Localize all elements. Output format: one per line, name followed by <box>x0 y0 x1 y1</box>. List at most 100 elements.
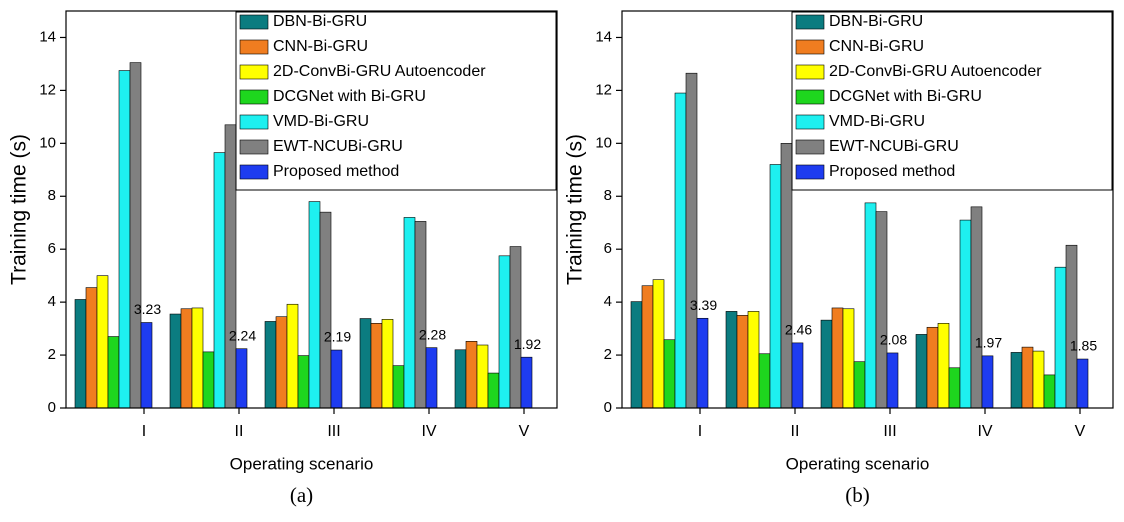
bar <box>1043 374 1056 409</box>
bar <box>202 351 215 409</box>
legend-label: CNN-Bi-GRU <box>829 38 924 55</box>
bar <box>758 353 771 409</box>
bar <box>959 219 972 409</box>
bar <box>235 348 248 409</box>
bar <box>74 299 87 409</box>
y-tick-label: 12 <box>595 81 612 98</box>
y-axis-title: Training time (s) <box>564 134 587 285</box>
bar <box>96 275 109 409</box>
bar <box>319 211 332 409</box>
x-tick-label: III <box>327 423 340 440</box>
data-label: 3.23 <box>134 301 161 317</box>
plot-frame <box>65 10 558 409</box>
y-tick-label: 12 <box>39 81 56 98</box>
bar <box>308 201 321 409</box>
bar <box>769 164 782 409</box>
bar <box>791 342 804 409</box>
legend-label: Proposed method <box>273 163 399 180</box>
data-label: 2.19 <box>324 329 351 345</box>
bar <box>864 202 877 409</box>
legend-box <box>235 11 557 191</box>
y-tick-label: 10 <box>595 134 612 151</box>
bar <box>820 319 833 409</box>
bar <box>853 361 866 409</box>
x-tick-label: II <box>791 423 800 440</box>
bar <box>454 349 467 409</box>
bar <box>140 322 153 409</box>
legend-swatch <box>239 39 269 55</box>
bar <box>107 336 120 409</box>
x-axis-title: Operating scenario <box>786 454 930 473</box>
bar <box>85 287 98 409</box>
bar <box>465 341 478 409</box>
x-tick-label: I <box>142 423 146 440</box>
x-tick-label: V <box>1075 423 1086 440</box>
legend-label: DCGNet with Bi-GRU <box>829 88 982 105</box>
legend-label: DBN-Bi-GRU <box>273 13 367 30</box>
bar <box>696 317 709 409</box>
legend-swatch <box>239 114 269 130</box>
legend-swatch <box>239 164 269 180</box>
bar <box>286 303 299 409</box>
bar <box>169 313 182 409</box>
legend-label: Proposed method <box>829 163 955 180</box>
legend-swatch <box>795 89 825 105</box>
y-tick-label: 6 <box>604 240 612 257</box>
legend-label: CNN-Bi-GRU <box>273 38 368 55</box>
bar <box>685 72 698 409</box>
legend-label: VMD-Bi-GRU <box>829 113 925 130</box>
x-tick-label: V <box>519 423 530 440</box>
bar <box>652 279 665 409</box>
bar <box>224 124 237 409</box>
legend-swatch <box>795 64 825 80</box>
bar <box>886 352 899 409</box>
bar <box>674 92 687 409</box>
bar <box>330 349 343 409</box>
y-tick-label: 0 <box>48 399 56 416</box>
legend-swatch <box>239 89 269 105</box>
x-tick-label: I <box>698 423 702 440</box>
bar <box>297 355 310 409</box>
bar <box>509 246 522 409</box>
data-label: 2.46 <box>785 322 812 338</box>
bar <box>970 206 983 409</box>
bar <box>381 319 394 409</box>
bar <box>403 217 416 409</box>
legend: DBN-Bi-GRU CNN-Bi-GRU 2D-ConvBi-GRU Autoen… <box>791 11 1113 191</box>
x-tick-label: IV <box>421 423 436 440</box>
legend-swatch <box>239 64 269 80</box>
bar <box>663 339 676 409</box>
legend-label: VMD-Bi-GRU <box>273 113 369 130</box>
legend-swatch <box>795 39 825 55</box>
bar <box>359 318 372 409</box>
bar <box>1054 266 1067 409</box>
legend-swatch <box>795 14 825 30</box>
bar <box>264 321 277 409</box>
legend-label: EWT-NCUBi-GRU <box>829 138 959 155</box>
y-tick-label: 4 <box>604 293 612 310</box>
data-label: 3.39 <box>690 297 717 313</box>
bar <box>498 255 511 409</box>
legend-label: EWT-NCUBi-GRU <box>273 138 403 155</box>
data-label: 2.08 <box>880 332 907 348</box>
bar <box>370 323 383 409</box>
bar <box>981 355 994 409</box>
y-tick-label: 10 <box>39 134 56 151</box>
bar <box>414 221 427 409</box>
y-tick-label: 8 <box>48 187 56 204</box>
data-label: 2.24 <box>229 327 256 343</box>
y-axis-title: Training time (s) <box>8 134 31 285</box>
legend-label: DCGNet with Bi-GRU <box>273 88 426 105</box>
data-label: 1.97 <box>975 335 1002 351</box>
chart: 0 2 4 6 8 10 12 14 I 3.39 II 2.46 III 2.08 IV 1.97 V 1.85… <box>564 10 1114 507</box>
bar <box>926 326 939 409</box>
bar <box>948 367 961 409</box>
y-tick-label: 14 <box>39 28 56 45</box>
y-tick-label: 14 <box>595 28 612 45</box>
legend-swatch <box>239 139 269 155</box>
bar <box>180 308 193 409</box>
legend-swatch <box>795 114 825 130</box>
data-label: 2.28 <box>419 326 446 342</box>
bar <box>831 307 844 409</box>
bar <box>736 315 749 409</box>
